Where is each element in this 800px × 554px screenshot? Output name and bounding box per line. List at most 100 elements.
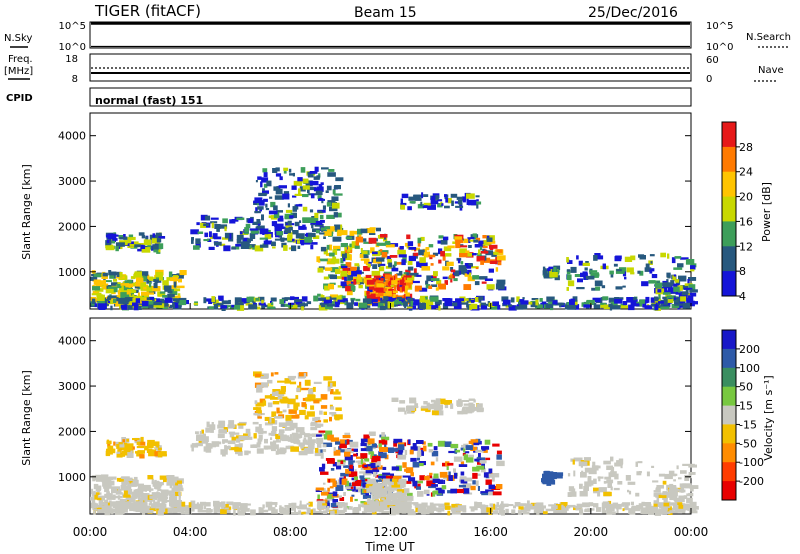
scatter-cell (212, 233, 218, 239)
scatter-cell (158, 249, 161, 253)
scatter-cell (255, 426, 262, 433)
scatter-cell (314, 166, 319, 172)
scatter-cell (190, 500, 196, 507)
cpid-label: CPID (6, 93, 33, 104)
scatter-cell (382, 466, 387, 470)
scatter-cell (325, 430, 333, 436)
scatter-cell (491, 485, 501, 490)
scatter-cell (266, 180, 272, 187)
scatter-cell (163, 478, 167, 483)
scatter-cell (261, 299, 264, 304)
scatter-cell (113, 273, 116, 279)
scatter-cell (245, 223, 251, 229)
scatter-cell (271, 241, 276, 247)
scatter-cell (613, 263, 618, 267)
scatter-cell (428, 244, 434, 248)
scatter-cell (317, 195, 322, 199)
scatter-cell (315, 420, 322, 423)
scatter-cell (480, 491, 489, 494)
scatter-cell (92, 286, 101, 291)
scatter-cell (463, 269, 466, 275)
scatter-cell (364, 464, 368, 467)
scatter-cell (662, 282, 672, 288)
scatter-cell (448, 450, 458, 454)
scatter-cell (492, 510, 499, 515)
scatter-cell (287, 404, 290, 409)
scatter-cell (469, 506, 476, 509)
scatter-cell (226, 501, 234, 506)
scatter-cell (218, 429, 228, 434)
scatter-cell (168, 509, 173, 512)
scatter-cell (399, 400, 406, 404)
scatter-cell (310, 180, 319, 186)
scatter-cell (492, 301, 499, 306)
scatter-cell (163, 301, 169, 306)
scatter-cell (173, 275, 179, 278)
scatter-cell (578, 260, 583, 266)
scatter-cell (288, 503, 293, 507)
scatter-cell (91, 298, 96, 304)
scatter-cell (291, 502, 297, 506)
scatter-cell (306, 301, 312, 305)
scatter-cell (363, 466, 372, 470)
scatter-cell (216, 227, 220, 232)
scatter-cell (581, 302, 590, 307)
scatter-cell (326, 506, 330, 512)
scatter-cell (673, 479, 676, 482)
scatter-cell (589, 270, 598, 273)
scatter-cell (486, 284, 495, 290)
scatter-cell (534, 503, 538, 508)
scatter-cell (357, 235, 360, 238)
scatter-cell (360, 458, 363, 465)
scatter-cell (330, 468, 335, 471)
scatter-cell (475, 449, 484, 453)
scatter-cell (249, 233, 256, 239)
scatter-cell (542, 481, 548, 485)
scatter-cell (448, 275, 453, 279)
scatter-cell (332, 236, 342, 242)
scatter-cell (413, 252, 419, 257)
scatter-cell (105, 450, 113, 455)
scatter-cell (402, 507, 412, 514)
scatter-cell (409, 201, 416, 204)
scatter-cell (403, 488, 410, 494)
scatter-cell (580, 472, 587, 478)
scatter-cell (271, 446, 276, 452)
scatter-cell (458, 464, 468, 467)
scatter-cell (384, 444, 387, 448)
scatter-cell (333, 449, 341, 454)
scatter-cell (270, 441, 277, 445)
scatter-cell (292, 195, 297, 198)
scatter-cell (330, 437, 340, 442)
scatter-cell (667, 253, 670, 259)
scatter-cell (644, 267, 652, 272)
scatter-cell (417, 241, 421, 247)
scatter-cell (237, 508, 240, 514)
scatter-cell (123, 448, 131, 453)
nave-label: Nave (758, 65, 784, 76)
scatter-cell (363, 255, 369, 259)
scatter-cell (106, 491, 110, 495)
scatter-cell (385, 475, 393, 479)
scatter-cell (303, 449, 308, 452)
scatter-cell (256, 225, 265, 231)
scatter-cell (408, 439, 411, 444)
scatter-cell (123, 490, 128, 497)
scatter-cell (457, 199, 463, 205)
scatter-cell (373, 461, 381, 466)
scatter-cell (262, 190, 269, 194)
scatter-cell (343, 476, 346, 481)
scatter-cell (646, 503, 652, 509)
scatter-cell (134, 437, 141, 444)
scatter-cell (420, 406, 429, 411)
scatter-cell (291, 432, 298, 435)
scatter-cell (416, 261, 422, 268)
scatter-cell (332, 481, 337, 487)
scatter-cell (436, 279, 442, 285)
scatter-cell (412, 480, 418, 487)
scatter-cell (450, 488, 457, 494)
scatter-cell (406, 275, 415, 281)
scatter-cell (334, 224, 341, 231)
scatter-cell (430, 296, 439, 302)
scatter-cell (282, 409, 287, 413)
